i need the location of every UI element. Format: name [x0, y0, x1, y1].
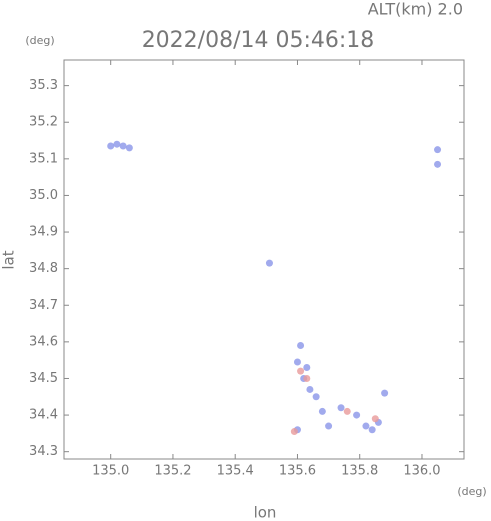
x-tick-label: 136.0 — [403, 464, 440, 479]
echo-point — [125, 144, 133, 152]
echo-point — [312, 393, 320, 401]
echo-point — [434, 146, 442, 154]
echo-point — [107, 142, 115, 150]
chart-subtitle: ALT(km) 2.0 — [368, 0, 463, 19]
y-tick-label: 35.2 — [29, 115, 58, 130]
x-axis-label: lon — [254, 504, 277, 521]
y-axis-label: lat — [0, 250, 18, 269]
echo-point — [303, 374, 311, 382]
echo-point — [434, 160, 442, 168]
echo-point — [318, 407, 326, 415]
echo-point — [293, 358, 301, 366]
y-tick-label: 35.3 — [29, 78, 58, 93]
echo-point — [337, 404, 345, 412]
chart-title: 2022/08/14 05:46:18 — [142, 28, 375, 53]
y-tick-label: 34.4 — [29, 408, 58, 423]
echo-point — [325, 422, 333, 430]
x-tick-label: 135.8 — [341, 464, 378, 479]
x-tick-label: 135.0 — [92, 464, 129, 479]
y-tick-label: 34.6 — [29, 334, 58, 349]
y-tick-label: 35.0 — [29, 188, 58, 203]
echo-point — [303, 363, 311, 371]
echo-point — [119, 142, 127, 150]
echo-point — [381, 389, 389, 397]
echo-point — [297, 342, 305, 350]
x-tick-label: 135.4 — [217, 464, 254, 479]
y-tick-label: 34.3 — [29, 444, 58, 459]
echo-point — [265, 259, 273, 267]
echo-point — [371, 415, 379, 423]
echo-point — [113, 140, 121, 148]
y-tick-label: 34.8 — [29, 261, 58, 276]
x-tick-label: 135.2 — [154, 464, 191, 479]
y-unit: (deg) — [25, 34, 54, 47]
y-tick-label: 35.1 — [29, 151, 58, 166]
y-tick-label: 34.9 — [29, 225, 58, 240]
x-tick-label: 135.6 — [279, 464, 316, 479]
x-unit: (deg) — [457, 485, 486, 498]
echo-point — [353, 411, 361, 419]
echo-point — [368, 426, 376, 434]
y-tick-label: 34.5 — [29, 371, 58, 386]
plot-frame — [63, 59, 465, 460]
echo-point — [297, 367, 305, 375]
y-tick-label: 34.7 — [29, 298, 58, 313]
echo-point — [306, 385, 314, 393]
echo-point — [290, 428, 298, 436]
echo-point — [362, 422, 370, 430]
echo-point — [343, 407, 351, 415]
